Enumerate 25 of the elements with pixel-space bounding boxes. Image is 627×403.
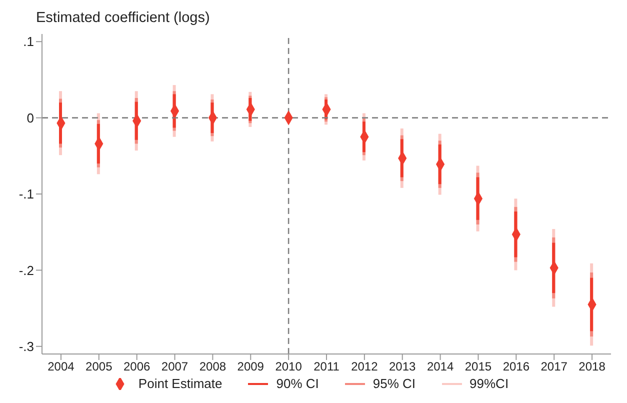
legend-label: Point Estimate bbox=[137, 376, 222, 391]
x-tick-label: 2005 bbox=[86, 360, 113, 374]
y-tick-label: .1 bbox=[23, 34, 34, 50]
x-tick-label: 2017 bbox=[540, 360, 568, 374]
y-tick-label: -.3 bbox=[18, 338, 34, 354]
y-axis-title: Estimated coefficient (logs) bbox=[36, 10, 210, 26]
x-tick-label: 2008 bbox=[199, 360, 226, 374]
x-tick-label: 2015 bbox=[464, 360, 492, 374]
x-tick-label: 2012 bbox=[351, 360, 378, 374]
x-tick-label: 2018 bbox=[578, 360, 606, 374]
x-tick-label: 2010 bbox=[275, 360, 302, 374]
y-tick-label: -.2 bbox=[18, 262, 34, 278]
legend-label: 99%CI bbox=[468, 376, 509, 391]
x-tick-label: 2013 bbox=[389, 360, 416, 374]
x-tick-label: 2006 bbox=[123, 360, 151, 374]
legend-label: 90% CI bbox=[275, 376, 319, 391]
y-tick-label: 0 bbox=[26, 110, 34, 126]
x-tick-label: 2009 bbox=[237, 360, 264, 374]
x-tick-label: 2007 bbox=[161, 360, 188, 374]
x-tick-label: 2004 bbox=[48, 360, 75, 374]
legend-label: 95% CI bbox=[372, 376, 416, 391]
y-tick-label: -.1 bbox=[18, 186, 34, 202]
x-tick-label: 2011 bbox=[314, 360, 340, 374]
x-tick-label: 2016 bbox=[502, 360, 530, 374]
x-tick-label: 2014 bbox=[426, 360, 454, 374]
